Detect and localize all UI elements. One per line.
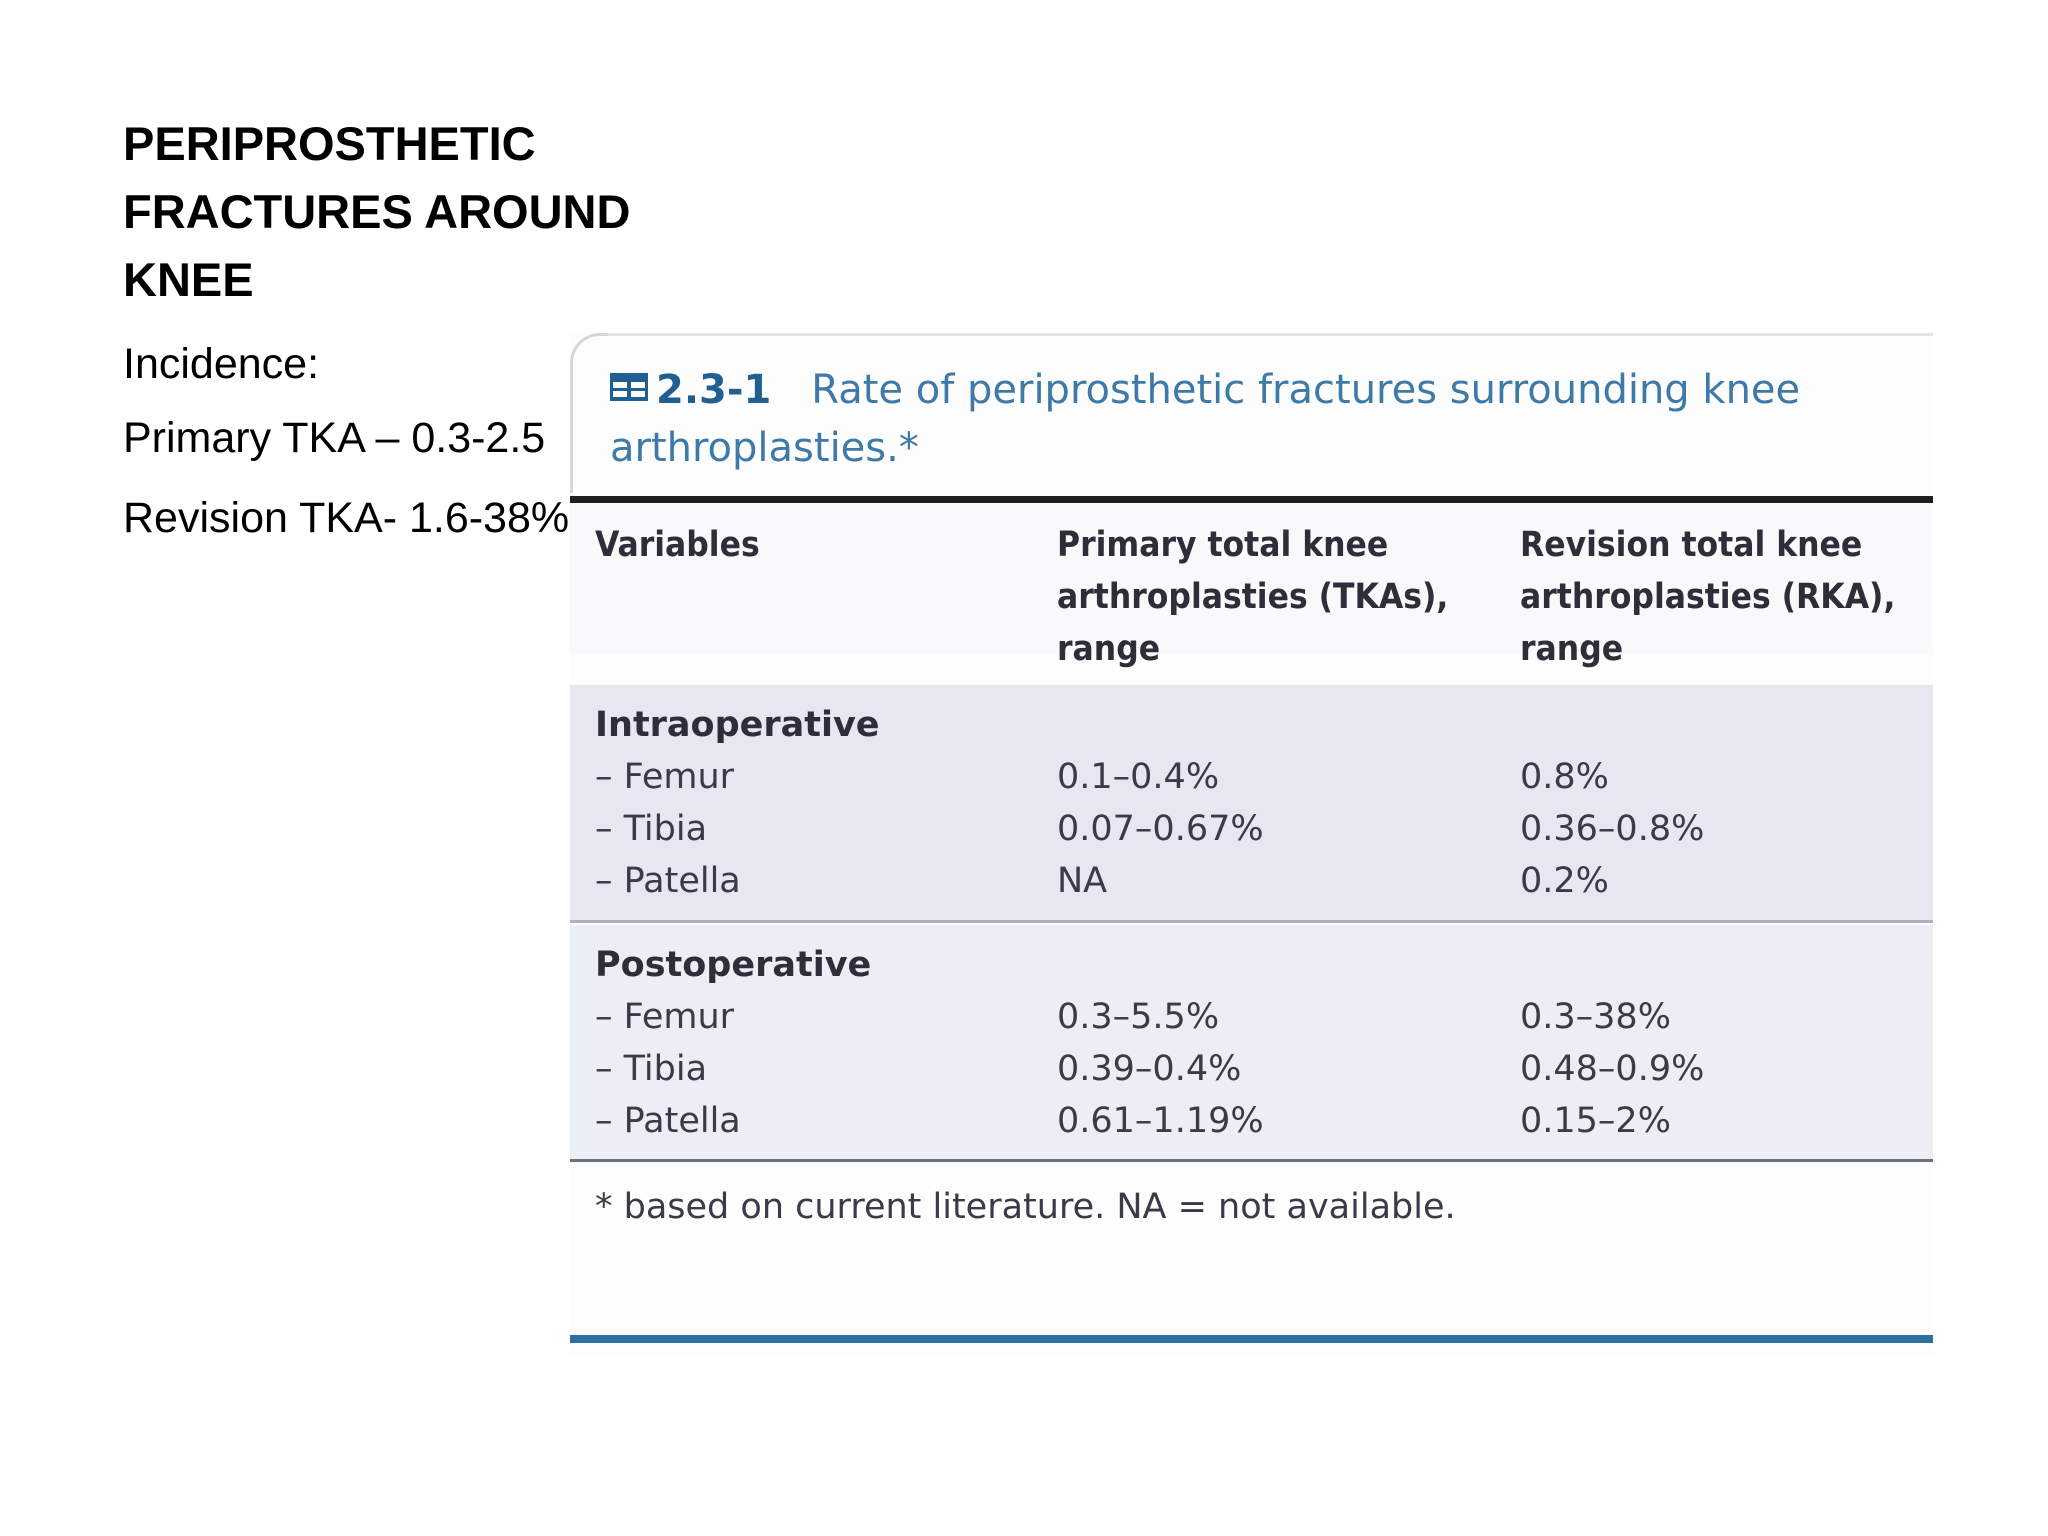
primary-tka-bullet: Primary TKA – 0.3-2.5 bbox=[123, 414, 546, 462]
table-figure: 2.3-1 Rate of periprosthetic fractures su… bbox=[570, 333, 1933, 1355]
header-variables: Variables bbox=[595, 525, 760, 565]
section-heading-row: Intraoperative bbox=[570, 699, 1933, 751]
table-row: – Tibia 0.39–0.4% 0.48–0.9% bbox=[570, 1043, 1933, 1095]
cell-revision: 0.2% bbox=[1520, 861, 1609, 901]
table-number: 2.3-1 bbox=[656, 367, 772, 413]
cell-primary: 0.07–0.67% bbox=[1057, 809, 1264, 849]
cell-variable: – Patella bbox=[595, 1101, 741, 1141]
table-header: Variables Primary total knee arthroplast… bbox=[570, 503, 1933, 669]
section-heading-row: Postoperative bbox=[570, 939, 1933, 991]
section-divider bbox=[570, 920, 1933, 923]
figure-bottom-rule bbox=[570, 1335, 1933, 1343]
table-bottom-rule bbox=[570, 1159, 1933, 1162]
table-footnote: * based on current literature. NA = not … bbox=[595, 1187, 1456, 1227]
table-caption: 2.3-1 Rate of periprosthetic fractures su… bbox=[610, 361, 1930, 477]
incidence-label: Incidence: bbox=[123, 340, 320, 388]
section-heading: Postoperative bbox=[595, 945, 872, 985]
section-postoperative: Postoperative – Femur 0.3–5.5% 0.3–38% –… bbox=[570, 925, 1933, 1160]
cell-revision: 0.3–38% bbox=[1520, 997, 1671, 1037]
cell-variable: – Tibia bbox=[595, 1049, 708, 1089]
cell-primary: NA bbox=[1057, 861, 1108, 901]
cell-revision: 0.15–2% bbox=[1520, 1101, 1671, 1141]
table-row: – Femur 0.3–5.5% 0.3–38% bbox=[570, 991, 1933, 1043]
cell-variable: – Femur bbox=[595, 757, 735, 797]
cell-primary: 0.1–0.4% bbox=[1057, 757, 1220, 797]
cell-revision: 0.48–0.9% bbox=[1520, 1049, 1705, 1089]
cell-primary: 0.61–1.19% bbox=[1057, 1101, 1264, 1141]
table-row: – Tibia 0.07–0.67% 0.36–0.8% bbox=[570, 803, 1933, 855]
header-top-rule bbox=[570, 496, 1933, 503]
figure-top-border bbox=[608, 333, 1933, 336]
cell-primary: 0.3–5.5% bbox=[1057, 997, 1220, 1037]
cell-primary: 0.39–0.4% bbox=[1057, 1049, 1242, 1089]
cell-revision: 0.36–0.8% bbox=[1520, 809, 1705, 849]
table-icon bbox=[610, 373, 648, 401]
table-caption-text: Rate of periprosthetic fractures surroun… bbox=[610, 367, 1801, 471]
revision-tka-bullet: Revision TKA- 1.6-38% bbox=[123, 494, 570, 542]
cell-variable: – Tibia bbox=[595, 809, 708, 849]
cell-variable: – Patella bbox=[595, 861, 741, 901]
slide-title: PERIPROSTHETIC FRACTURES AROUND KNEE bbox=[123, 117, 631, 306]
cell-variable: – Femur bbox=[595, 997, 735, 1037]
table-row: – Patella 0.61–1.19% 0.15–2% bbox=[570, 1095, 1933, 1147]
table-row: – Patella NA 0.2% bbox=[570, 855, 1933, 907]
section-intraoperative: Intraoperative – Femur 0.1–0.4% 0.8% – T… bbox=[570, 685, 1933, 920]
cell-revision: 0.8% bbox=[1520, 757, 1609, 797]
table-row: – Femur 0.1–0.4% 0.8% bbox=[570, 751, 1933, 803]
header-revision-tka: Revision total knee arthroplasties (RKA)… bbox=[1520, 525, 1896, 669]
section-heading: Intraoperative bbox=[595, 705, 880, 745]
figure-corner-border bbox=[570, 333, 610, 493]
header-primary-tka: Primary total knee arthroplasties (TKAs)… bbox=[1057, 525, 1449, 669]
